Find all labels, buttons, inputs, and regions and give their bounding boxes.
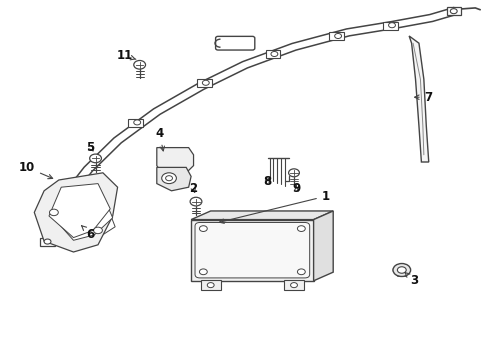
Polygon shape [157,148,194,173]
Circle shape [199,226,207,231]
Circle shape [207,283,214,288]
Bar [447,7,461,15]
Circle shape [90,154,101,163]
Circle shape [202,80,209,85]
Circle shape [397,267,406,273]
FancyBboxPatch shape [195,222,310,278]
Circle shape [335,33,342,39]
Bar [266,50,280,58]
Bar [197,79,212,87]
Bar [383,22,398,30]
Text: 2: 2 [190,183,197,195]
FancyBboxPatch shape [216,36,255,50]
Circle shape [389,23,395,28]
Text: 10: 10 [19,161,52,179]
Text: 8: 8 [263,175,271,188]
Circle shape [291,283,297,288]
Circle shape [393,264,411,276]
Circle shape [289,169,299,177]
Bar [284,280,304,290]
Circle shape [166,176,172,181]
Polygon shape [34,173,118,252]
Circle shape [94,227,102,234]
Polygon shape [191,220,314,281]
Circle shape [271,51,278,57]
Bar [329,32,344,40]
Circle shape [199,269,207,275]
Circle shape [162,173,176,184]
Polygon shape [314,211,333,281]
Circle shape [134,120,141,125]
Circle shape [297,226,305,231]
Polygon shape [51,202,115,243]
Bar [128,119,143,127]
Circle shape [297,269,305,275]
Polygon shape [50,193,113,240]
Text: 7: 7 [415,91,433,104]
Circle shape [49,209,58,216]
Bar [40,238,55,246]
Circle shape [134,60,146,69]
Text: 11: 11 [117,49,136,62]
Text: 4: 4 [155,127,165,151]
Text: 3: 3 [405,273,418,287]
Text: 9: 9 [293,183,300,195]
Polygon shape [49,184,110,238]
Polygon shape [191,211,333,220]
Circle shape [44,239,51,244]
Polygon shape [409,36,429,162]
Circle shape [190,197,202,206]
Text: 1: 1 [220,190,330,223]
Polygon shape [157,167,191,191]
Circle shape [450,9,457,14]
Text: 5: 5 [87,141,95,154]
Bar [201,280,220,290]
Text: 6: 6 [81,226,95,240]
